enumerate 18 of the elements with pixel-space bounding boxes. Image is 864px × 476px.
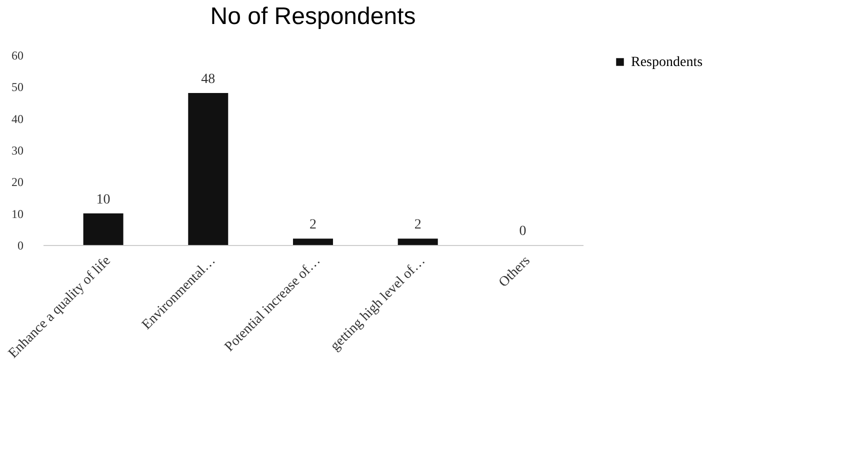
- bar: [83, 213, 124, 245]
- y-tick-label: 20: [12, 175, 24, 190]
- chart-title: No of Respondents: [210, 3, 416, 30]
- data-label: 48: [201, 72, 216, 87]
- data-label: 2: [310, 218, 316, 233]
- y-tick-label: 30: [12, 144, 24, 158]
- y-tick-label: 10: [12, 206, 24, 221]
- bar: [398, 238, 438, 245]
- bar: [188, 93, 228, 245]
- data-label: 10: [96, 192, 110, 208]
- y-tick-label: 50: [12, 80, 24, 94]
- bar: [293, 238, 333, 245]
- y-tick-label: 40: [12, 112, 24, 126]
- data-label: 2: [414, 218, 422, 233]
- y-tick-label: 60: [12, 48, 24, 62]
- data-label: 0: [519, 224, 526, 239]
- legend-label: Respondents: [631, 55, 703, 70]
- y-tick-label: 0: [18, 238, 24, 252]
